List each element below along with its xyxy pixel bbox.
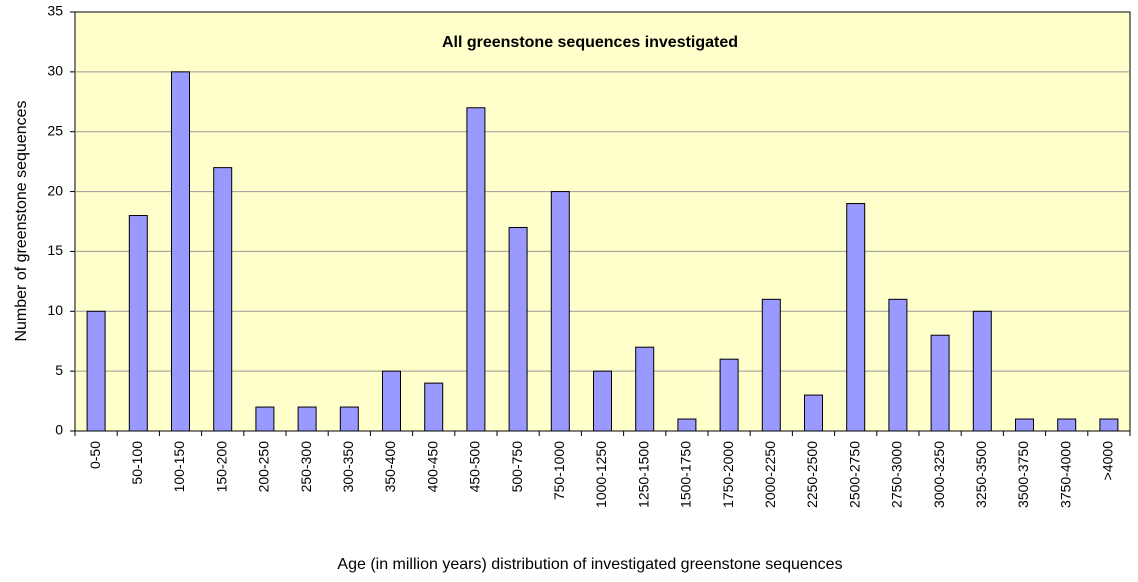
x-tick-label: 50-100 [129, 441, 145, 485]
x-tick-label: 250-300 [298, 441, 314, 493]
x-tick-label: 450-500 [467, 441, 483, 493]
bar [930, 334, 950, 432]
bar [339, 406, 359, 432]
bar [86, 310, 106, 432]
bar [255, 406, 275, 432]
y-tick-label: 25 [47, 122, 63, 138]
bar [593, 370, 612, 432]
x-tick-label: >4000 [1100, 441, 1116, 481]
bar [846, 203, 866, 432]
x-tick-label: 750-1000 [551, 441, 567, 500]
bar [424, 382, 444, 432]
bar [508, 226, 528, 432]
chart-title: All greenstone sequences investigated [442, 34, 738, 51]
y-tick-label: 30 [47, 63, 63, 79]
bar [635, 346, 655, 432]
bar [1099, 418, 1119, 432]
bar [804, 394, 823, 432]
bar [550, 191, 570, 432]
y-tick-label: 5 [55, 362, 63, 378]
bar [1015, 418, 1034, 432]
x-tick-label: 1500-1750 [678, 441, 694, 508]
bar [297, 406, 317, 432]
y-tick-label: 20 [47, 182, 63, 198]
x-tick-label: 2250-2500 [804, 441, 820, 508]
x-tick-label: 150-200 [213, 441, 229, 493]
x-tick-label: 300-350 [340, 441, 356, 493]
plot-area [74, 11, 1131, 432]
x-tick-label: 1250-1500 [635, 441, 651, 508]
x-tick-label: 2750-3000 [889, 441, 905, 508]
bar [677, 418, 697, 432]
bar [888, 298, 908, 432]
bar [1057, 418, 1077, 432]
bar [719, 358, 739, 432]
bar [171, 71, 190, 432]
y-tick-label: 15 [47, 242, 63, 258]
x-axis-label: Age (in million years) distribution of i… [337, 556, 842, 573]
bar [128, 215, 148, 432]
x-tick-label: 3750-4000 [1057, 441, 1073, 508]
x-tick-label: 350-400 [382, 441, 398, 493]
x-tick-label: 200-250 [256, 441, 272, 493]
bar [761, 298, 781, 432]
y-tick-label: 0 [55, 422, 63, 438]
x-tick-label: 500-750 [509, 441, 525, 493]
x-tick-label: 2500-2750 [846, 441, 862, 508]
y-tick-label: 10 [47, 302, 63, 318]
x-tick-label: 1750-2000 [720, 441, 736, 508]
x-tick-label: 3250-3500 [973, 441, 989, 508]
x-tick-label: 1000-1250 [593, 441, 609, 508]
x-tick-label: 400-450 [424, 441, 440, 493]
x-tick-label: 2000-2250 [762, 441, 778, 508]
bar [382, 370, 401, 432]
bar [213, 167, 233, 432]
x-tick-label: 100-150 [171, 441, 187, 493]
y-tick-label: 35 [47, 3, 63, 19]
x-tick-label: 3500-3750 [1015, 441, 1031, 508]
bar [972, 310, 992, 432]
bar [466, 107, 486, 432]
y-axis-label: Number of greenstone sequences [13, 100, 30, 341]
x-tick-label: 0-50 [87, 441, 103, 469]
x-tick-label: 3000-3250 [931, 441, 947, 508]
